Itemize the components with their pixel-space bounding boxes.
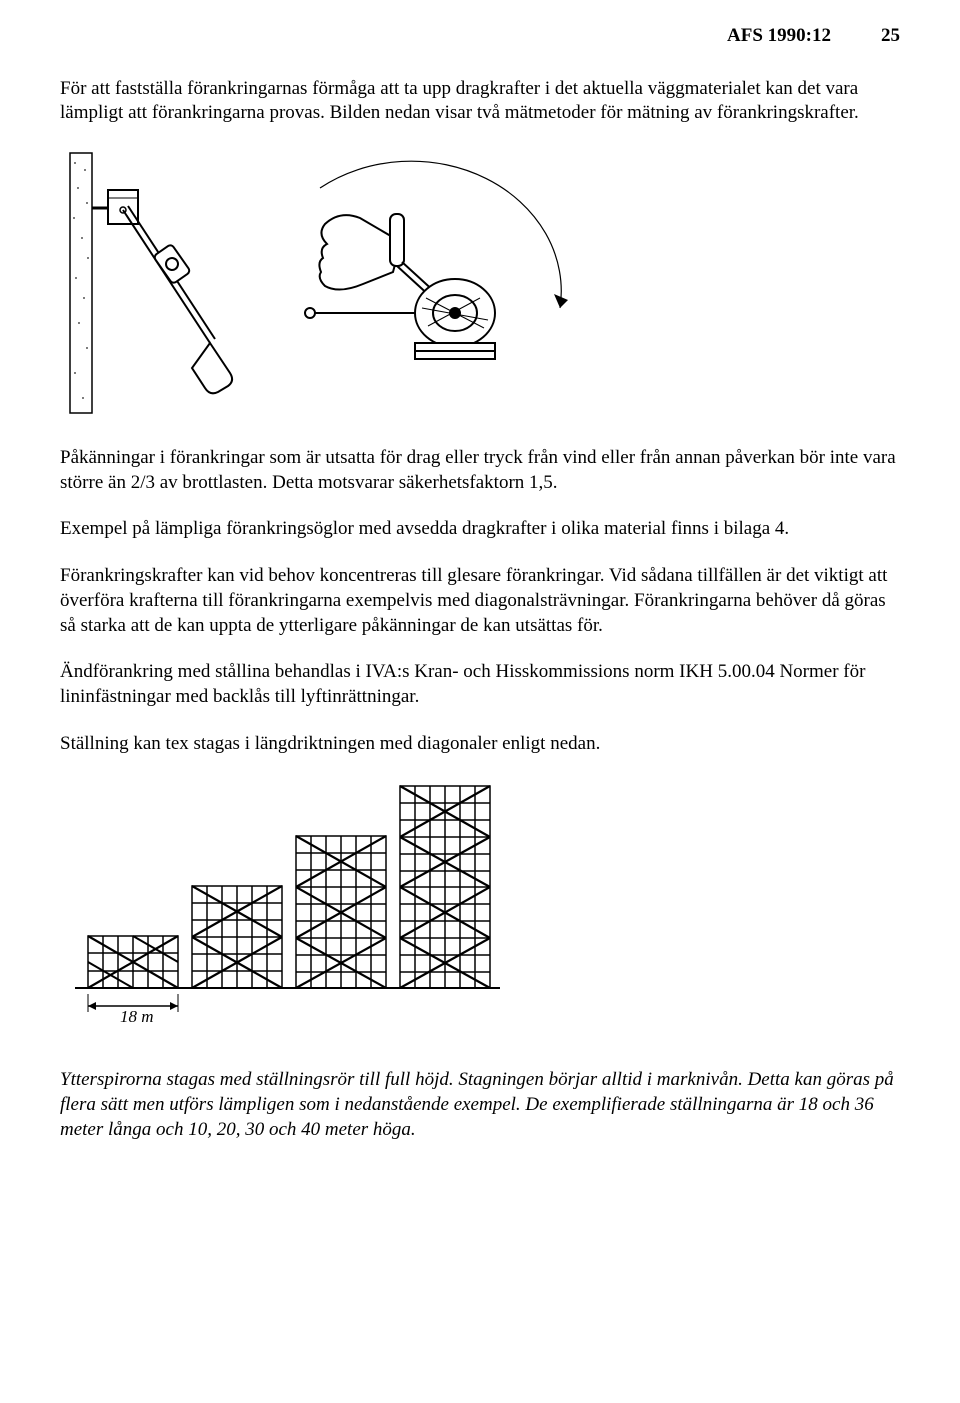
page-header: AFS 1990:12 25 <box>60 24 900 49</box>
doc-reference: AFS 1990:12 <box>727 24 831 49</box>
figure-scaffold-diagonals: 18 m <box>60 778 900 1028</box>
paragraph-6: Ställning kan tex stagas i längdriktning… <box>60 732 900 757</box>
paragraph-1: För att fastställa förankringarnas förmå… <box>60 77 900 126</box>
paragraph-3: Exempel på lämpliga förankringsöglor med… <box>60 517 900 542</box>
paragraph-7-italic: Ytterspirorna stagas med ställningsrör t… <box>60 1068 900 1142</box>
paragraph-2: Påkänningar i förankringar som är utsatt… <box>60 446 900 495</box>
figure-measurement-methods <box>60 148 900 418</box>
measurement-tools-illustration <box>60 148 580 418</box>
page-number: 25 <box>881 24 900 49</box>
paragraph-4: Förankringskrafter kan vid behov koncent… <box>60 564 900 638</box>
paragraph-5: Ändförankring med stållina behandlas i I… <box>60 660 900 709</box>
scaffold-staging-illustration: 18 m <box>60 778 520 1028</box>
dimension-label-18m: 18 m <box>120 1007 154 1026</box>
